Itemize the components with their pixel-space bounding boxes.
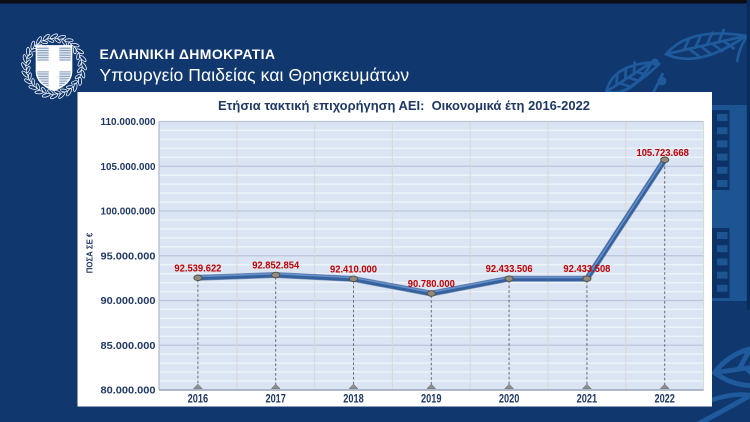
svg-text:2018: 2018 [343,394,364,406]
svg-text:92.433.506: 92.433.506 [486,263,533,275]
svg-text:Υπουργείο Παιδείας και Θρησκευ: Υπουργείο Παιδείας και Θρησκευμάτων [100,65,410,85]
svg-text:110.000.000: 110.000.000 [101,116,156,128]
svg-text:2019: 2019 [421,394,442,406]
svg-text:2022: 2022 [654,394,675,406]
svg-text:92.539.622: 92.539.622 [174,262,221,274]
svg-text:Ετήσια τακτική επιχορήγηση ΑΕΙ: Ετήσια τακτική επιχορήγηση ΑΕΙ: Οικονομι… [218,99,590,113]
svg-text:2017: 2017 [265,394,286,406]
svg-text:105.000.000: 105.000.000 [101,161,156,173]
svg-text:95.000.000: 95.000.000 [101,250,156,262]
svg-text:ΕΛΛΗΝΙΚΗ ΔΗΜΟΚΡΑΤΙΑ: ΕΛΛΗΝΙΚΗ ΔΗΜΟΚΡΑΤΙΑ [100,46,276,62]
svg-text:2016: 2016 [188,394,209,406]
svg-text:ΠΟΣΑ ΣΕ €: ΠΟΣΑ ΣΕ € [86,232,95,273]
svg-text:92.433.508: 92.433.508 [563,263,610,275]
svg-text:2021: 2021 [577,394,598,406]
svg-text:2020: 2020 [499,394,520,406]
svg-text:80.000.000: 80.000.000 [101,385,156,397]
svg-text:105.723.668: 105.723.668 [636,147,689,159]
svg-text:90.000.000: 90.000.000 [101,295,156,307]
svg-text:92.852.854: 92.852.854 [252,260,299,272]
svg-text:100.000.000: 100.000.000 [101,206,156,218]
svg-text:85.000.000: 85.000.000 [101,340,156,352]
svg-text:90.780.000: 90.780.000 [408,278,455,290]
svg-text:92.410.000: 92.410.000 [330,263,377,275]
